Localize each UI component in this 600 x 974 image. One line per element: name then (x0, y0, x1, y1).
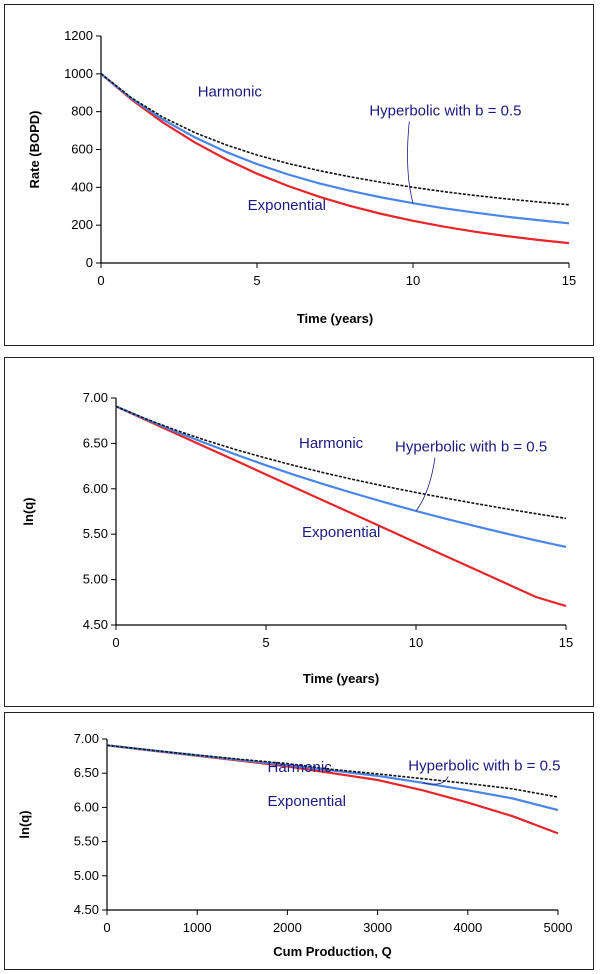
chart1-series-harmonic (100, 73, 570, 206)
chart1-annotation: Harmonic (198, 84, 263, 101)
chart2-y-tick-label: 7.00 (83, 390, 108, 405)
chart3-y-tick-label: 5.00 (74, 868, 99, 883)
chart2-annotation: Harmonic (299, 435, 364, 452)
chart3-y-tick-label: 6.50 (74, 765, 99, 780)
chart2-x-axis-title: Time (years) (303, 671, 379, 686)
chart-panel-lnq-vs-time: 4.50 5.00 5.50 6.00 6.50 7.00 0 5 10 15 Time (year… (4, 357, 594, 707)
chart2-y-tick-label: 5.00 (83, 572, 108, 587)
chart2-series-harmonic (115, 405, 567, 520)
chart3-annotation: Hyperbolic with b = 0.5 (408, 757, 560, 774)
chart2-y-tick-label: 6.50 (83, 435, 108, 450)
chart2-x-tick-label: 0 (112, 635, 119, 650)
chart1-series-hyperbolic-with-b-0-5 (100, 72, 570, 225)
chart1-x-tick-label: 0 (97, 273, 104, 288)
chart3-annotation: Harmonic (268, 759, 333, 776)
chart3-x-tick-label: 3000 (363, 920, 392, 935)
chart3-y-tick-label: 7.00 (74, 731, 99, 746)
chart2-annotation: Hyperbolic with b = 0.5 (395, 439, 547, 456)
chart1-y-tick-label: 200 (71, 217, 93, 232)
chart1-y-tick-label: 1200 (64, 28, 93, 43)
chart3-x-tick-label: 5000 (544, 920, 573, 935)
chart3-annotation: Exponential (268, 793, 346, 810)
chart3-series-harmonic (106, 744, 559, 798)
chart3-x-axis-title: Cum Production, Q (273, 944, 391, 959)
chart1-y-tick-label: 800 (71, 104, 93, 119)
chart2-x-tick-label: 5 (262, 635, 269, 650)
chart1-y-axis-title: Rate (BOPD) (27, 110, 42, 188)
chart2-x-tick-label: 15 (559, 635, 573, 650)
chart-rate-vs-time: 0 200 400 600 800 1000 1200 0 5 10 15 Time (years) R… (27, 28, 576, 326)
chart1-x-tick-label: 10 (406, 273, 420, 288)
chart-lnq-vs-time: 4.50 5.00 5.50 6.00 6.50 7.00 0 5 10 15 Time (year… (21, 390, 573, 686)
chart3-x-tick-label: 1000 (183, 920, 212, 935)
chart-lnq-vs-cum-production: 4.50 5.00 5.50 6.00 6.50 7.00 0 1000 2000 3000 400… (17, 731, 573, 959)
chart2-y-tick-label: 6.00 (83, 481, 108, 496)
chart1-annotation-leader (407, 121, 414, 204)
chart1-annotation: Exponential (248, 197, 326, 214)
chart3-y-tick-label: 4.50 (74, 902, 99, 917)
chart3-y-tick-label: 5.50 (74, 834, 99, 849)
chart1-series-exponential (100, 72, 570, 245)
chart1-x-tick-label: 5 (253, 273, 260, 288)
chart2-y-tick-label: 5.50 (83, 526, 108, 541)
chart2-annotation: Exponential (302, 524, 380, 541)
chart3-series-hyperbolic-with-b-0-5 (106, 744, 559, 812)
chart1-y-tick-label: 400 (71, 179, 93, 194)
chart2-y-tick-label: 4.50 (83, 617, 108, 632)
chart2-annotation-leader (415, 457, 436, 512)
chart1-x-axis-title: Time (years) (297, 311, 373, 326)
chart1-annotation: Hyperbolic with b = 0.5 (369, 102, 521, 119)
chart1-y-tick-label: 600 (71, 142, 93, 157)
chart1-y-tick-label: 1000 (64, 66, 93, 81)
chart3-y-tick-label: 6.00 (74, 799, 99, 814)
chart3-x-tick-label: 4000 (453, 920, 482, 935)
chart3-x-tick-label: 2000 (273, 920, 302, 935)
chart3-annotation-leader (422, 776, 449, 785)
chart3-x-tick-label: 0 (103, 920, 110, 935)
chart-panel-lnq-vs-cum-production: 4.50 5.00 5.50 6.00 6.50 7.00 0 1000 2000 3000 400… (4, 712, 594, 970)
chart2-series-exponential (115, 405, 567, 608)
chart2-series-hyperbolic-with-b-0-5 (115, 405, 567, 548)
chart-panel-rate-vs-time: 0 200 400 600 800 1000 1200 0 5 10 15 Time (years) R… (4, 4, 594, 346)
chart3-y-axis-title: ln(q) (17, 810, 32, 838)
chart1-y-tick-label: 0 (86, 255, 93, 270)
chart2-x-tick-label: 10 (409, 635, 423, 650)
chart1-x-tick-label: 15 (562, 273, 576, 288)
chart2-y-axis-title: ln(q) (21, 497, 36, 525)
